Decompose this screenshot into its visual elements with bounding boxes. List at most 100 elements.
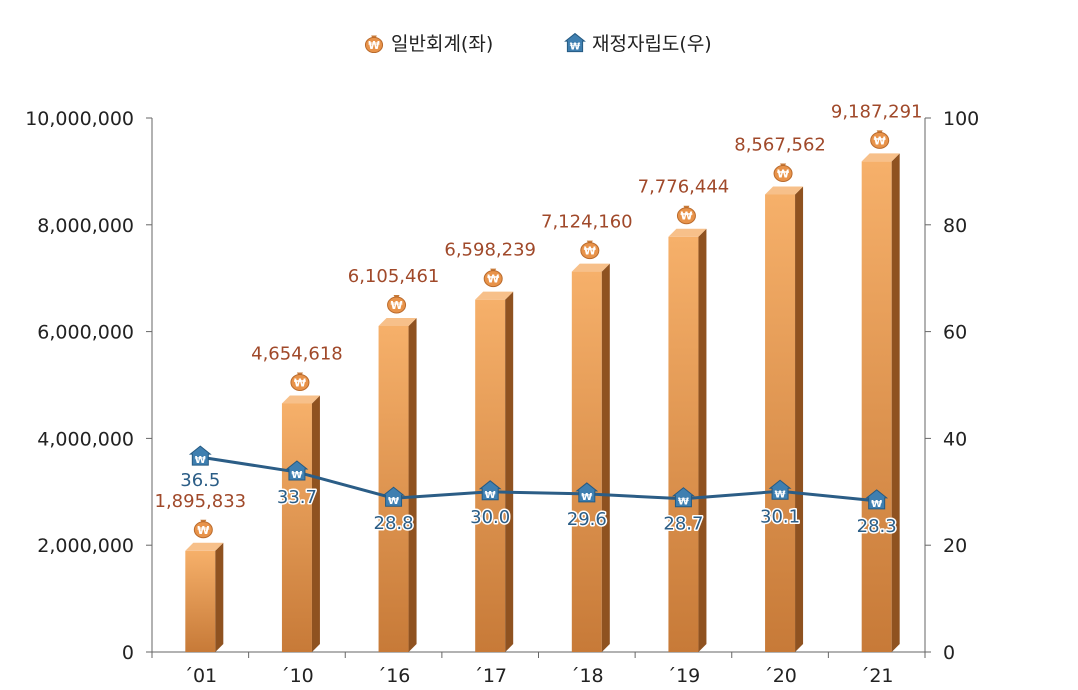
bar-top xyxy=(475,291,514,300)
bar-value-label: 8,567,562 xyxy=(734,134,826,155)
money-bag-glyph: ₩ xyxy=(874,134,886,147)
bar-top xyxy=(765,186,804,195)
x-tick-label: ´16 xyxy=(377,665,411,687)
bar-side xyxy=(601,263,610,652)
line-value-label: 28.7 xyxy=(663,514,703,535)
bar-front xyxy=(668,236,699,652)
house-won-icon: ₩ xyxy=(285,460,309,481)
legend-item-fiscal-independence: ₩ 재정자립도(우) xyxy=(564,32,712,55)
line-point: ₩33.7 xyxy=(275,460,318,510)
bar-top xyxy=(185,542,224,551)
money-bag-glyph: ₩ xyxy=(584,245,596,258)
y-left-tick-label: 8,000,000 xyxy=(37,215,134,237)
money-bag-icon: ₩ xyxy=(387,294,407,314)
bar-value-label: 4,654,618 xyxy=(251,343,343,364)
money-bag-glyph: ₩ xyxy=(777,167,789,180)
y-right-tick-label: 60 xyxy=(943,322,967,344)
bar-front xyxy=(281,403,312,652)
house-won-icon: ₩ xyxy=(672,487,695,508)
legend-item-general-account: ₩ 일반회계(좌) xyxy=(364,33,493,55)
bar-side xyxy=(698,228,707,652)
money-bag-icon: ₩ xyxy=(364,35,384,54)
line-value-label: 30.1 xyxy=(760,506,800,527)
legend: ₩ 일반회계(좌) ₩ 재정자립도(우) xyxy=(364,32,712,55)
bar-top xyxy=(281,395,320,404)
house-won-icon: ₩ xyxy=(768,479,792,500)
legend-label: 재정자립도(우) xyxy=(592,33,712,55)
money-bag-glyph: ₩ xyxy=(197,524,209,537)
house-glyph: ₩ xyxy=(485,490,496,501)
bar: ₩9,187,291 xyxy=(831,101,923,652)
line-value-label: 29.6 xyxy=(567,509,607,530)
bar: ₩7,124,160 xyxy=(541,212,633,652)
money-bag-body xyxy=(773,164,793,182)
bar: ₩1,895,833 xyxy=(155,491,247,652)
money-bag-glyph: ₩ xyxy=(680,210,692,223)
line-point: ₩36.5 xyxy=(179,445,222,493)
house-glyph: ₩ xyxy=(195,455,206,466)
line-value-label: 28.8 xyxy=(374,513,414,534)
money-bag-icon: ₩ xyxy=(870,130,890,149)
y-right-tick-label: 20 xyxy=(943,535,967,557)
bar-top xyxy=(668,228,707,237)
bar-front xyxy=(475,299,506,652)
house-body xyxy=(564,32,586,53)
house-glyph: ₩ xyxy=(581,492,592,503)
line-point: ₩29.6 xyxy=(565,482,608,531)
money-bag-icon: ₩ xyxy=(193,519,213,539)
bar-side xyxy=(505,291,514,652)
y-left-tick-label: 4,000,000 xyxy=(37,428,134,450)
money-bag-glyph: ₩ xyxy=(487,273,499,286)
money-bag-body xyxy=(483,270,503,288)
money-bag-glyph: ₩ xyxy=(368,40,380,52)
house-won-icon: ₩ xyxy=(478,480,502,501)
line-value-label: 36.5 xyxy=(180,470,220,491)
y-right-tick-label: 40 xyxy=(943,428,967,450)
x-tick-label: ´10 xyxy=(280,665,314,687)
house-glyph: ₩ xyxy=(678,497,689,508)
house-body xyxy=(768,479,792,500)
bar: ₩6,598,239 xyxy=(444,240,536,652)
bar: ₩4,654,618 xyxy=(251,343,343,652)
house-won-icon: ₩ xyxy=(382,486,405,507)
house-body xyxy=(672,487,695,508)
bar-side xyxy=(215,542,224,652)
house-body xyxy=(285,460,309,481)
line-point: ₩30.1 xyxy=(759,479,802,529)
x-tick-label: ´20 xyxy=(763,665,797,687)
bar-value-label: 6,105,461 xyxy=(348,266,440,287)
x-tick-label: ´17 xyxy=(473,665,507,687)
bar-value-label: 7,124,160 xyxy=(541,212,633,233)
money-bag-icon: ₩ xyxy=(580,240,600,260)
y-left-tick-label: 10,000,000 xyxy=(25,108,134,130)
house-body xyxy=(188,445,212,466)
line-point: ₩30.0 xyxy=(469,480,512,529)
x-tick-label: ´18 xyxy=(570,665,604,687)
money-bag-body xyxy=(870,131,890,149)
bar-top xyxy=(571,263,610,272)
legend-label: 일반회계(좌) xyxy=(391,33,493,55)
money-bag-body xyxy=(364,36,384,54)
bar-value-label: 1,895,833 xyxy=(155,491,247,512)
house-glyph: ₩ xyxy=(871,499,882,510)
line-point: ₩28.3 xyxy=(855,489,898,538)
bar-front xyxy=(571,271,602,652)
bar-front xyxy=(185,550,216,652)
line-value-label: 28.3 xyxy=(857,516,897,537)
y-right-tick-label: 100 xyxy=(943,108,979,130)
bars: ₩1,895,833₩4,654,618₩6,105,461 ₩6,598,239… xyxy=(155,101,923,652)
house-body xyxy=(382,486,405,507)
y-left-tick-label: 0 xyxy=(122,642,134,664)
bar-side xyxy=(408,317,417,652)
bar-value-label: 9,187,291 xyxy=(831,101,923,122)
y-right-tick-label: 80 xyxy=(943,215,967,237)
bar: ₩7,776,444 xyxy=(638,177,729,652)
line-value-label: 33.7 xyxy=(277,487,317,508)
y-left-tick-label: 2,000,000 xyxy=(37,535,134,557)
money-bag-icon: ₩ xyxy=(290,372,310,391)
x-tick-label: ´19 xyxy=(667,665,701,687)
money-bag-icon: ₩ xyxy=(773,163,793,182)
house-glyph: ₩ xyxy=(388,496,399,507)
money-bag-body xyxy=(290,373,310,391)
